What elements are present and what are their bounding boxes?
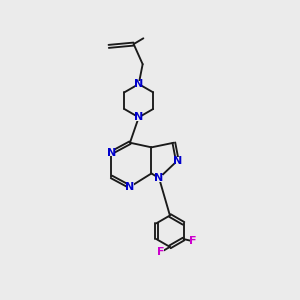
Text: F: F <box>190 236 197 246</box>
Bar <box>190 238 196 244</box>
Text: N: N <box>107 148 116 158</box>
Text: N: N <box>134 112 143 122</box>
Bar <box>126 183 134 190</box>
Text: N: N <box>173 156 182 166</box>
Bar <box>135 81 142 88</box>
Text: N: N <box>154 173 164 183</box>
Bar <box>155 175 163 182</box>
Bar <box>158 249 164 255</box>
Bar <box>108 149 115 156</box>
Text: N: N <box>125 182 135 192</box>
Bar <box>135 114 142 121</box>
Bar <box>174 157 181 164</box>
Text: F: F <box>158 247 165 257</box>
Text: N: N <box>134 79 143 89</box>
